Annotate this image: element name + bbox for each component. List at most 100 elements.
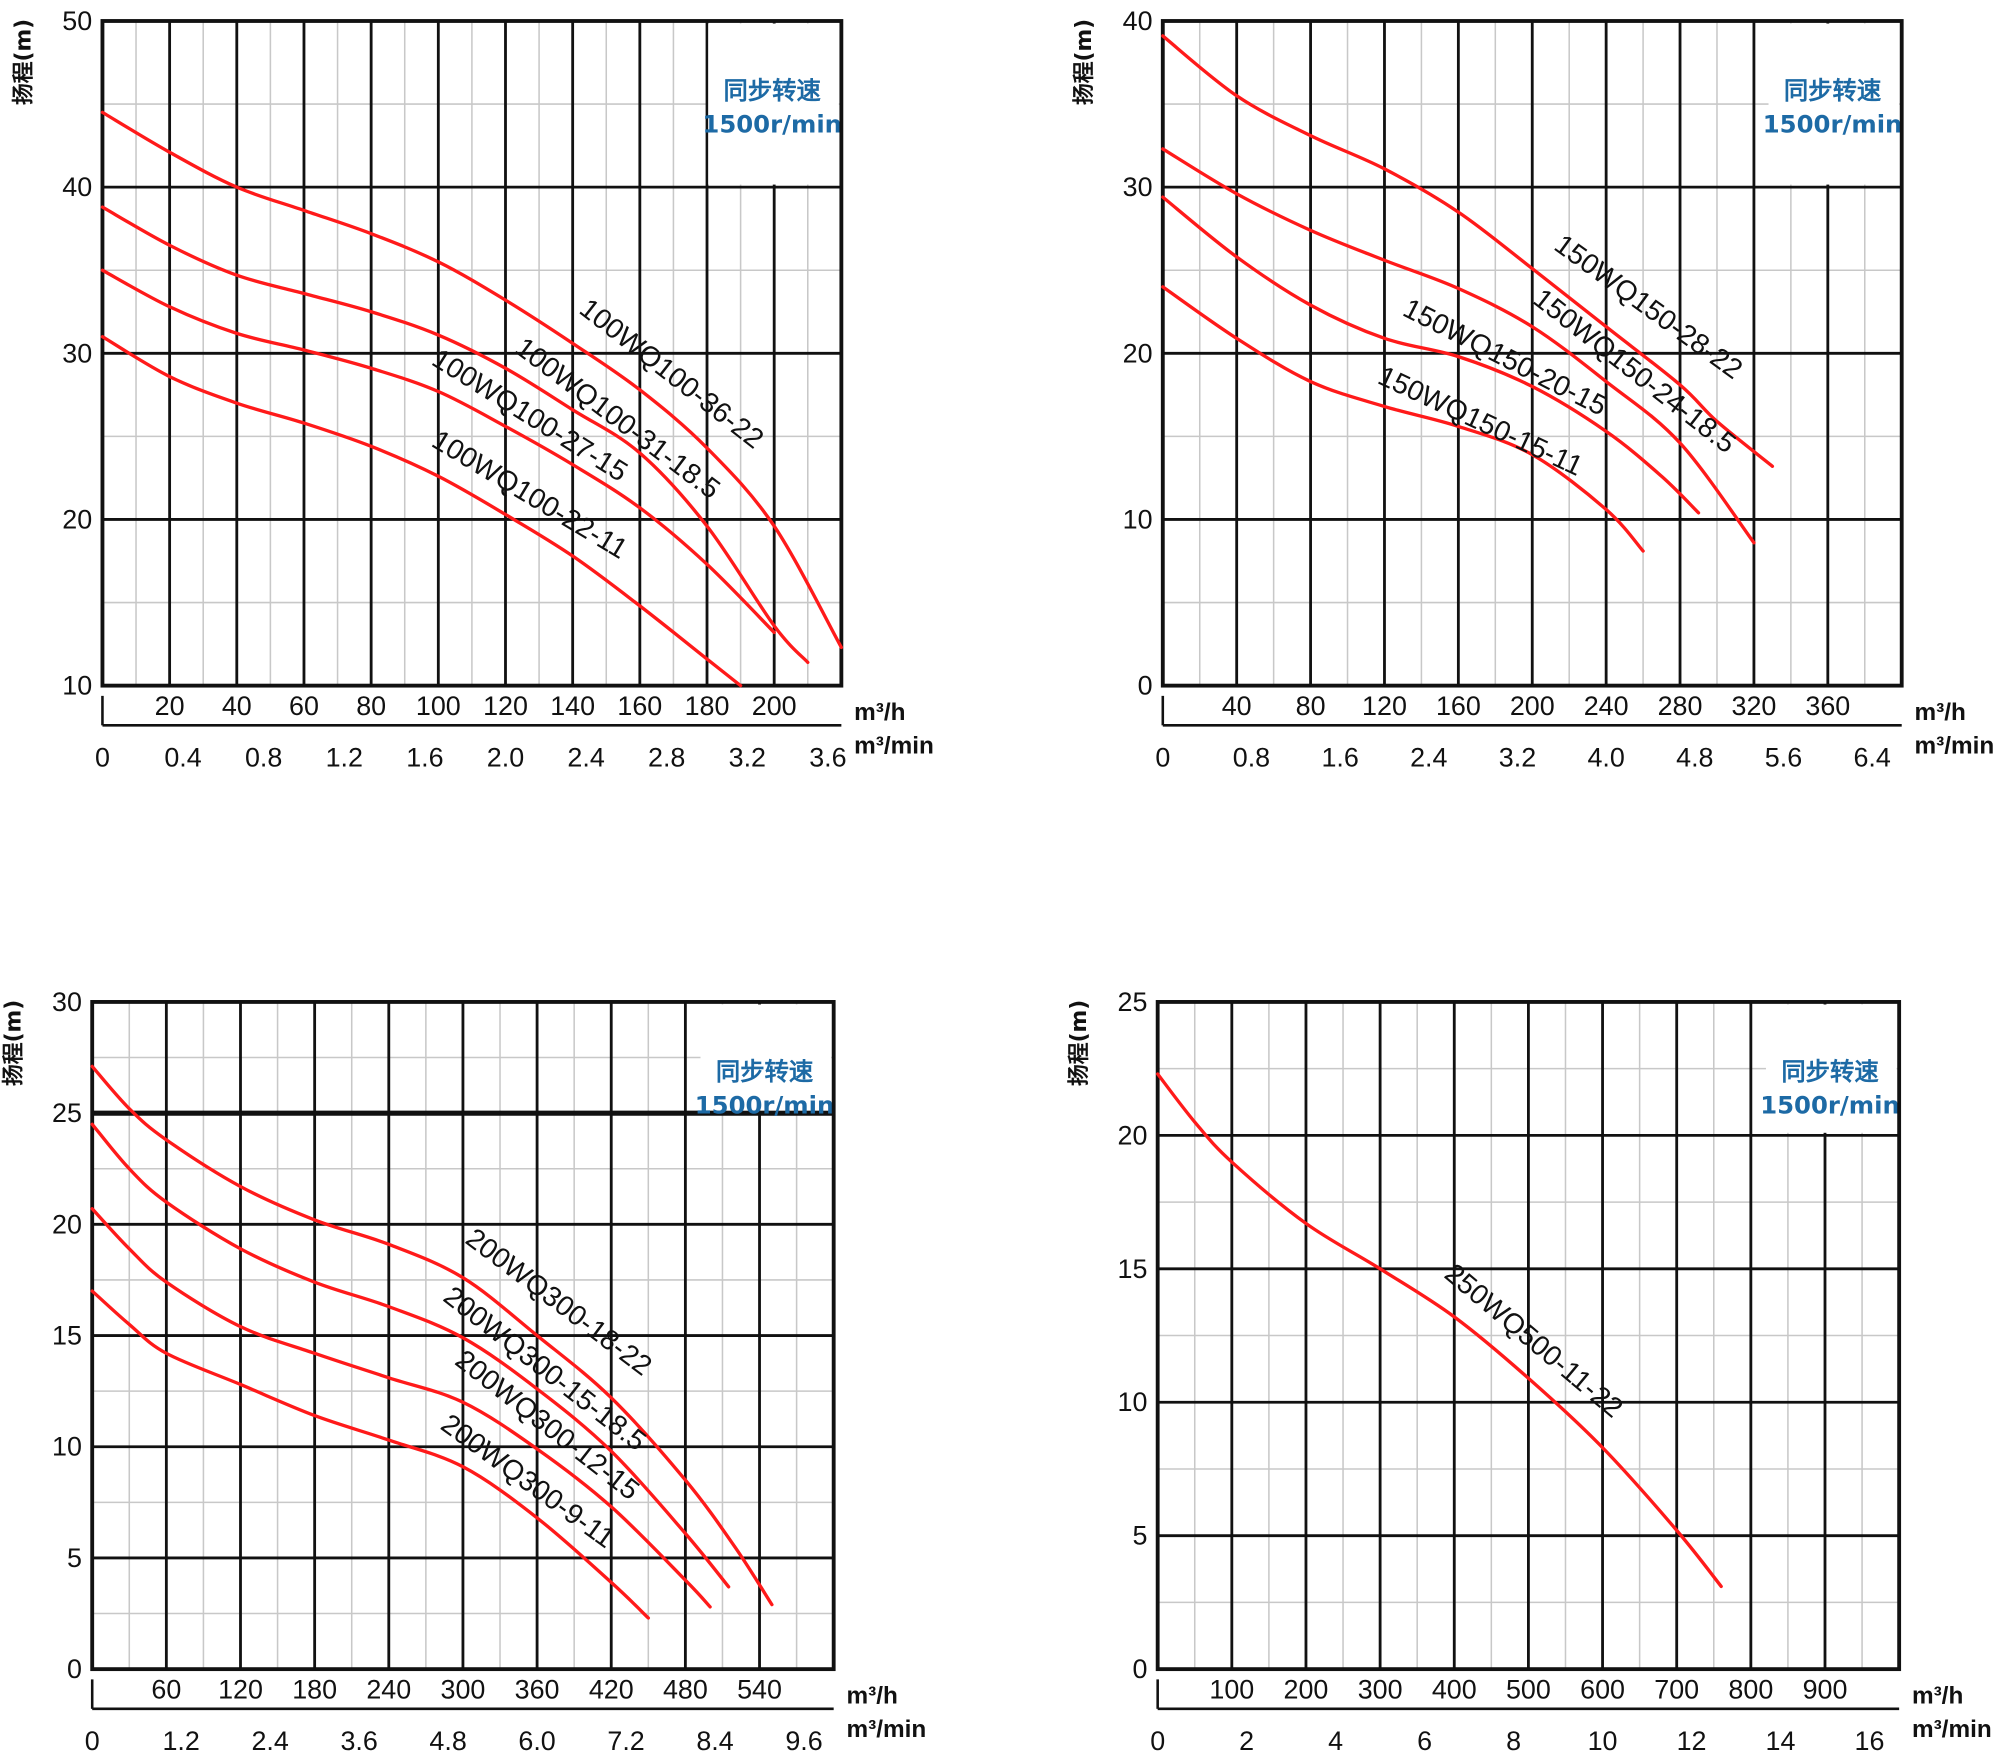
x2-tick-label: 4.8 — [1676, 742, 1713, 772]
x2-tick-label: 9.6 — [785, 1726, 822, 1756]
y-tick-label: 15 — [1118, 1254, 1148, 1284]
x-tick-label: 160 — [617, 691, 662, 721]
speed-value: 1500r/min — [1760, 1090, 1900, 1119]
x-tick-label: 360 — [1805, 691, 1850, 721]
pump-curve-200WQ300-18-22 — [90, 1064, 774, 1607]
y-axis-label: 扬程(m) — [1067, 1000, 1092, 1086]
y-tick-label: 20 — [52, 1209, 82, 1239]
y-tick-label: 10 — [62, 671, 92, 701]
pump-curve-250WQ500-11-22 — [1156, 1072, 1723, 1589]
x-tick-label: 300 — [1358, 1675, 1403, 1705]
y-tick-label: 30 — [52, 987, 82, 1017]
pump-curve-150WQ150-15-11 — [1161, 285, 1645, 553]
x2-tick-label: 0 — [1155, 742, 1170, 772]
pump-curve-100WQ100-22-11 — [100, 335, 743, 688]
x2-tick-label: 0 — [95, 742, 110, 772]
pump-curve-150WQ150-28-22 — [1161, 34, 1775, 468]
speed-box — [700, 1004, 832, 1111]
x-tick-label: 60 — [151, 1675, 181, 1705]
x-tick-label: 120 — [483, 691, 528, 721]
x-tick-label: 180 — [685, 691, 730, 721]
plot-frame — [100, 19, 844, 688]
x2-tick-label: 2.8 — [648, 742, 685, 772]
x2-unit-label: m³/min — [854, 733, 934, 760]
chart-3: 同步转速 1500r/min 0 5 10 15 20 25 30 扬程(m) 60 120 180 24… — [1, 987, 926, 1756]
x2-tick-label: 0.4 — [164, 742, 201, 772]
y-axis-label: 扬程(m) — [12, 19, 37, 105]
x-tick-label: 20 — [155, 691, 185, 721]
x-tick-label: 900 — [1803, 1675, 1848, 1705]
x-unit-label: m³/h — [854, 699, 905, 726]
x-tick-label: 80 — [356, 691, 386, 721]
x2-tick-label: 4.8 — [429, 1726, 466, 1756]
speed-box — [708, 23, 839, 185]
x2-tick-label: 2.4 — [251, 1726, 288, 1756]
x2-tick-label: 14 — [1766, 1726, 1796, 1756]
x-tick-label: 240 — [1584, 691, 1629, 721]
x2-tick-label: 4 — [1328, 1726, 1343, 1756]
y-tick-label: 15 — [52, 1321, 82, 1351]
x2-tick-label: 2.4 — [567, 742, 604, 772]
x2-tick-label: 2.4 — [1410, 742, 1447, 772]
speed-title: 同步转速 — [716, 1057, 814, 1086]
x-tick-label: 240 — [366, 1675, 411, 1705]
x-tick-label: 280 — [1658, 691, 1703, 721]
x-tick-label: 600 — [1580, 1675, 1625, 1705]
y-tick-label: 40 — [62, 172, 92, 202]
x-tick-label: 140 — [550, 691, 595, 721]
speed-value: 1500r/min — [695, 1090, 835, 1119]
pump-curve-150WQ150-20-15 — [1161, 195, 1701, 515]
x-tick-label: 160 — [1436, 691, 1481, 721]
x-tick-label: 360 — [515, 1675, 560, 1705]
x2-tick-label: 1.2 — [162, 1726, 199, 1756]
pump-curve-200WQ300-12-15 — [90, 1207, 712, 1609]
x-tick-label: 200 — [1510, 691, 1555, 721]
speed-box — [1765, 1004, 1897, 1133]
x2-tick-label: 3.6 — [340, 1726, 377, 1756]
speed-value: 1500r/min — [702, 109, 842, 138]
speed-box — [1768, 23, 1900, 185]
x2-tick-label: 0.8 — [245, 742, 282, 772]
y-axis-label: 扬程(m) — [1, 1000, 26, 1086]
pump-curve-100WQ100-36-22 — [100, 110, 844, 650]
speed-title: 同步转速 — [1784, 76, 1882, 105]
x-tick-label: 320 — [1732, 691, 1777, 721]
pump-curve-100WQ100-31-18.5 — [100, 205, 810, 665]
x2-tick-label: 6 — [1417, 1726, 1432, 1756]
x-tick-label: 480 — [663, 1675, 708, 1705]
y-tick-label: 40 — [1123, 6, 1153, 36]
x2-tick-label: 16 — [1855, 1726, 1885, 1756]
chart-2: 同步转速 1500r/min 0 10 20 30 40 扬程(m) 40 80 120 160 200… — [1072, 6, 1994, 772]
x2-tick-label: 2.0 — [487, 742, 524, 772]
x-tick-label: 120 — [218, 1675, 263, 1705]
y-tick-label: 10 — [52, 1432, 82, 1462]
y-tick-label: 50 — [62, 6, 92, 36]
y-tick-label: 30 — [1123, 172, 1153, 202]
y-tick-label: 20 — [1123, 338, 1153, 368]
x2-tick-label: 3.2 — [729, 742, 766, 772]
y-tick-label: 25 — [52, 1098, 82, 1128]
x2-unit-label: m³/min — [1915, 733, 1995, 760]
x2-tick-label: 1.6 — [406, 742, 443, 772]
speed-title: 同步转速 — [724, 76, 822, 105]
x2-tick-label: 6.4 — [1853, 742, 1890, 772]
x2-tick-label: 5.6 — [1765, 742, 1802, 772]
y-tick-label: 0 — [1138, 671, 1153, 701]
x2-tick-label: 8.4 — [696, 1726, 733, 1756]
y-tick-label: 20 — [1118, 1120, 1148, 1150]
x2-tick-label: 4.0 — [1587, 742, 1624, 772]
x2-tick-label: 0 — [1150, 1726, 1165, 1756]
x2-unit-label: m³/min — [846, 1716, 926, 1743]
y-tick-label: 20 — [62, 504, 92, 534]
x2-tick-label: 3.6 — [809, 742, 846, 772]
plot-frame — [1155, 1000, 1902, 1672]
y-tick-label: 0 — [1132, 1654, 1147, 1684]
x-tick-label: 420 — [589, 1675, 634, 1705]
x-tick-label: 700 — [1654, 1675, 1699, 1705]
y-tick-label: 5 — [67, 1543, 82, 1573]
x2-tick-label: 6.0 — [518, 1726, 555, 1756]
x-unit-label: m³/h — [1915, 699, 1966, 726]
x-tick-label: 100 — [416, 691, 461, 721]
